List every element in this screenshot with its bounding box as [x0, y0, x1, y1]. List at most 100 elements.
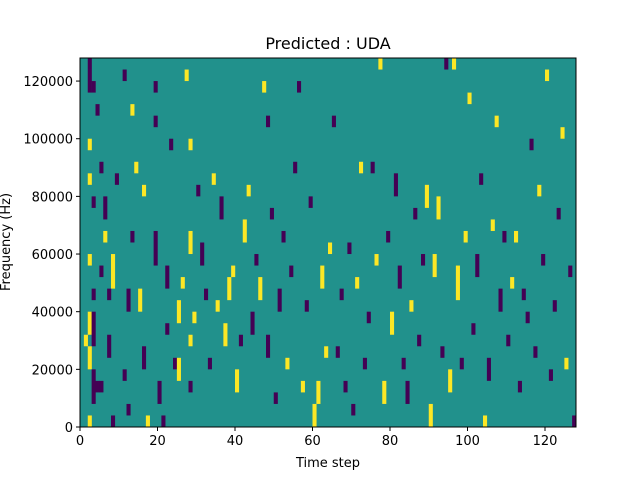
- heatmap-cell-negative: [331, 115, 336, 128]
- heatmap-cell-negative: [343, 380, 348, 393]
- plot-frame: [79, 57, 577, 428]
- heatmap-cell-positive: [211, 173, 216, 185]
- heatmap-cell-positive: [378, 58, 383, 70]
- heatmap-cell-negative: [157, 380, 162, 404]
- heatmap-cell-negative: [366, 311, 371, 324]
- heatmap-cell-negative: [347, 242, 352, 255]
- y-tick-label: 0: [65, 421, 73, 436]
- x-tick-label: 20: [149, 434, 166, 449]
- y-axis-label: Frequency (Hz): [0, 193, 14, 291]
- heatmap-cell-negative: [521, 288, 526, 301]
- heatmap-cell-negative: [335, 346, 340, 358]
- heatmap-cell-negative: [486, 357, 491, 381]
- x-axis-label: Time step: [295, 456, 360, 471]
- heatmap-cell-positive: [424, 184, 429, 208]
- heatmap-cell-negative: [126, 288, 131, 312]
- heatmap-cell-positive: [436, 196, 441, 220]
- heatmap-cell-negative: [440, 346, 445, 358]
- heatmap-cell-positive: [188, 138, 193, 151]
- heatmap-cell-positive: [192, 311, 197, 324]
- heatmap-cell-positive: [188, 334, 193, 347]
- heatmap-cell-negative: [421, 254, 426, 266]
- heatmap-cell-negative: [556, 207, 561, 220]
- heatmap-cell-positive: [328, 242, 333, 255]
- heatmap-cell-negative: [479, 173, 484, 185]
- heatmap-cell-positive: [130, 104, 135, 116]
- heatmap-cell-negative: [219, 196, 224, 220]
- heatmap-cell-positive: [428, 403, 433, 427]
- y-axis-ticks: 0 20000 40000 60000 80000 100000 120000: [23, 75, 80, 436]
- heatmap-cell-negative: [498, 288, 503, 312]
- heatmap-cell-negative: [95, 104, 100, 116]
- heatmap-cell-positive: [359, 161, 364, 174]
- heatmap-cell-negative: [169, 138, 174, 151]
- heatmap-cell-negative: [188, 380, 193, 393]
- heatmap-cell-positive: [231, 265, 236, 278]
- heatmap-cell-negative: [142, 346, 147, 370]
- heatmap-cell-positive: [320, 265, 325, 289]
- heatmap-cell-positive: [510, 277, 515, 289]
- heatmap-cell-positive: [180, 277, 185, 289]
- heatmap-cell-positive: [138, 288, 143, 312]
- heatmap-cell-positive: [494, 115, 499, 128]
- heatmap-cell-negative: [506, 334, 511, 347]
- heatmap-cell-positive: [227, 277, 232, 301]
- heatmap-cell-positive: [87, 346, 92, 370]
- x-tick-label: 0: [76, 434, 84, 449]
- heatmap-cell-positive: [355, 277, 360, 289]
- heatmap-cell-positive: [490, 219, 495, 231]
- y-tick-label: 100000: [23, 133, 73, 148]
- heatmap-cell-positive: [463, 230, 468, 243]
- heatmap-cell-negative: [91, 311, 96, 347]
- heatmap-cell-positive: [382, 380, 387, 404]
- x-tick-label: 120: [533, 434, 558, 449]
- heatmap-cell-negative: [517, 380, 522, 393]
- heatmap-cell-negative: [99, 380, 104, 393]
- heatmap-cell-positive: [235, 369, 240, 393]
- heatmap-cell-positive: [176, 300, 181, 324]
- heatmap-cell-negative: [107, 288, 112, 301]
- heatmap-cell-negative: [273, 392, 278, 404]
- heatmap-cell-positive: [409, 300, 414, 312]
- heatmap-cell-negative: [165, 323, 170, 335]
- heatmap-cell-positive: [246, 184, 251, 197]
- heatmap-cell-negative: [572, 415, 577, 427]
- heatmap-cell-negative: [107, 334, 112, 358]
- heatmap-cell-negative: [87, 58, 92, 70]
- heatmap-cells: [80, 58, 577, 427]
- heatmap-cell-negative: [401, 357, 406, 370]
- heatmap-cell-positive: [87, 311, 92, 335]
- heatmap-cell-negative: [111, 415, 116, 427]
- heatmap-cell-negative: [548, 369, 553, 381]
- heatmap-cell-positive: [87, 415, 92, 427]
- heatmap-cell-positive: [564, 357, 569, 370]
- heatmap-cell-negative: [99, 265, 104, 278]
- heatmap-cell-negative: [122, 369, 127, 381]
- heatmap-cell-negative: [204, 288, 209, 301]
- heatmap-cell-positive: [514, 230, 519, 243]
- heatmap-cell-positive: [537, 184, 542, 197]
- heatmap-cell-negative: [254, 254, 259, 266]
- heatmap-cell-positive: [324, 346, 329, 358]
- heatmap-cell-negative: [161, 415, 166, 427]
- heatmap-cell-negative: [525, 311, 530, 324]
- heatmap-cell-positive: [262, 81, 267, 93]
- heatmap-cell-positive: [184, 69, 189, 82]
- heatmap-cell-positive: [316, 380, 321, 404]
- heatmap-cell-negative: [444, 58, 449, 70]
- heatmap-cell-negative: [277, 288, 282, 312]
- heatmap-cell-negative: [91, 196, 96, 208]
- heatmap-cell-negative: [200, 242, 205, 266]
- heatmap-cell-negative: [114, 173, 119, 185]
- heatmap-cell-positive: [483, 415, 488, 427]
- heatmap-cell-negative: [269, 207, 274, 220]
- heatmap-cell-negative: [308, 196, 313, 208]
- heatmap-cell-positive: [258, 277, 263, 301]
- heatmap-cell-positive: [87, 173, 92, 185]
- heatmap-cell-positive: [545, 69, 550, 82]
- heatmap-cell-positive: [560, 127, 565, 139]
- y-tick-label: 80000: [32, 190, 73, 205]
- heatmap-cell-positive: [448, 369, 453, 393]
- heatmap-cell-negative: [87, 69, 92, 93]
